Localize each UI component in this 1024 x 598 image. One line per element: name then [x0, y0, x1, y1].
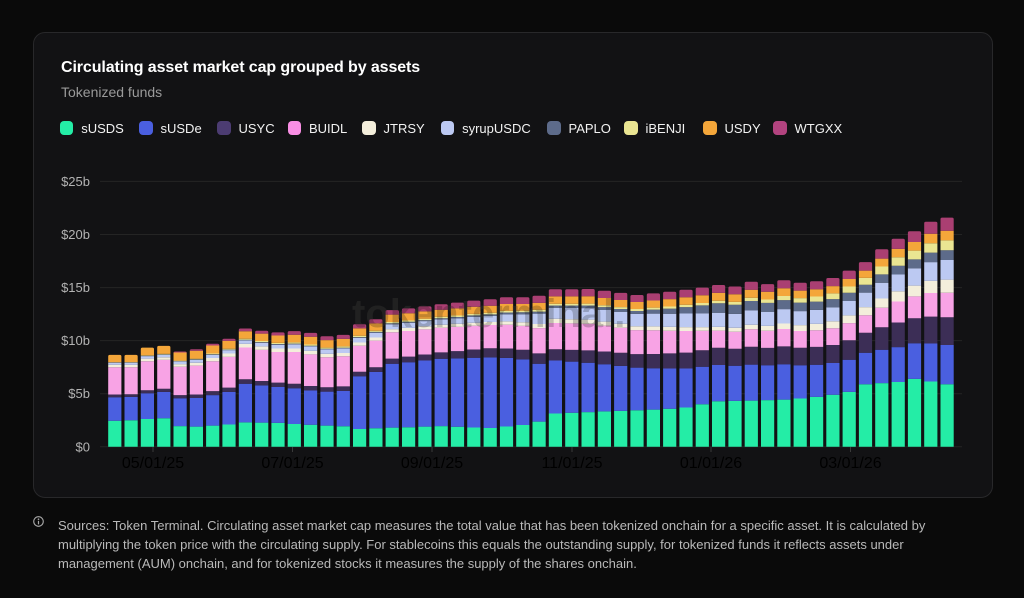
svg-text:03/01/26: 03/01/26	[819, 455, 881, 472]
svg-text:$0: $0	[76, 439, 90, 454]
svg-text:07/01/25: 07/01/25	[261, 455, 323, 472]
svg-text:$5b: $5b	[68, 386, 90, 401]
svg-text:05/01/25: 05/01/25	[122, 455, 184, 472]
svg-text:$10b: $10b	[61, 333, 90, 348]
svg-text:11/01/25: 11/01/25	[541, 455, 602, 472]
svg-text:tokenterminal.: tokenterminal.	[352, 292, 625, 336]
svg-text:09/01/25: 09/01/25	[401, 455, 463, 472]
svg-text:01/01/26: 01/01/26	[680, 455, 742, 472]
svg-text:$15b: $15b	[61, 280, 90, 295]
svg-text:$20b: $20b	[61, 227, 90, 242]
svg-text:tokenterminal.: tokenterminal.	[352, 292, 625, 336]
svg-text:$25b: $25b	[61, 174, 90, 189]
